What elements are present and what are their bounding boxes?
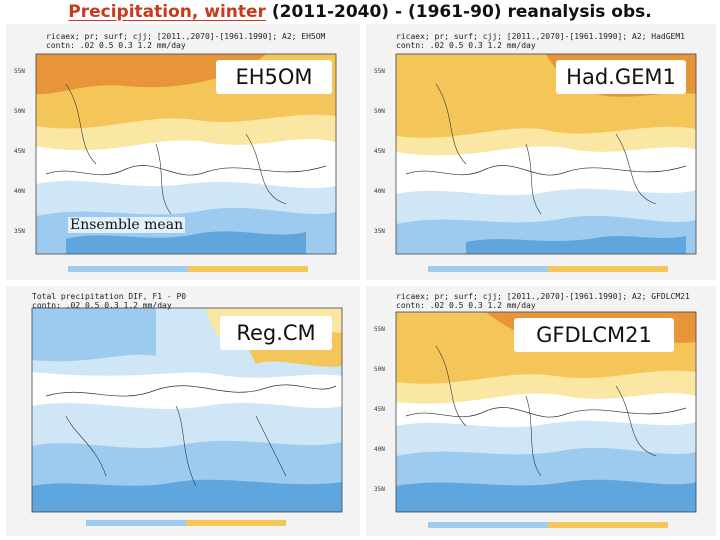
map-panel-eh5om: ricaex; pr; surf; cjj; [2011.,2070]-[196… — [6, 24, 360, 280]
lat-label: 45N — [374, 406, 385, 413]
model-label-gfdlcm21: GFDLCM21 — [514, 318, 674, 352]
lat-label: 45N — [374, 148, 385, 155]
lat-label: 35N — [374, 486, 385, 493]
title-lead: Precipitation, winter — [68, 2, 266, 22]
lat-label: 50N — [14, 108, 25, 115]
lat-label: 35N — [374, 228, 385, 235]
panel-header-regcm: Total precipitation DIF, F1 - P0 contn: … — [32, 292, 186, 310]
panel-header-line1: ricaex; pr; surf; cjj; [2011.,2070]-[196… — [46, 32, 326, 41]
panel-header-eh5om: ricaex; pr; surf; cjj; [2011.,2070]-[196… — [46, 32, 325, 50]
panel-header-gfdlcm21: ricaex; pr; surf; cjj; [2011.,2070]-[196… — [396, 292, 690, 310]
lat-label: 55N — [14, 68, 25, 75]
panel-header-line1: ricaex; pr; surf; cjj; [2011.,2070]-[196… — [396, 292, 690, 301]
lat-label: 40N — [14, 188, 25, 195]
model-label-hadgem1: Had.GEM1 — [556, 60, 686, 94]
lat-label: 40N — [374, 446, 385, 453]
model-label-eh5om: EH5OM — [216, 60, 332, 94]
lat-label: 50N — [374, 108, 385, 115]
lat-label: 55N — [374, 326, 385, 333]
lat-label: 55N — [374, 68, 385, 75]
lat-label: 35N — [14, 228, 25, 235]
lat-label: 50N — [374, 366, 385, 373]
lat-label: 45N — [14, 148, 25, 155]
panel-header-line1: ricaex; pr; surf; cjj; [2011.,2070]-[196… — [396, 32, 685, 41]
map-panel-regcm: Total precipitation DIF, F1 - P0 contn: … — [6, 286, 360, 536]
panel-header-line2: contn: .02 0.5 0.3 1.2 mm/day — [32, 301, 172, 310]
map-panel-gfdlcm21: ricaex; pr; surf; cjj; [2011.,2070]-[196… — [366, 286, 716, 536]
page-title: Precipitation, winter (2011-2040) - (196… — [0, 2, 720, 22]
panel-header-hadgem1: ricaex; pr; surf; cjj; [2011.,2070]-[196… — [396, 32, 685, 50]
model-label-regcm: Reg.CM — [220, 316, 332, 350]
panel-header-line1: Total precipitation DIF, F1 - P0 — [32, 292, 187, 301]
panel-header-line2: contn: .02 0.5 0.3 1.2 mm/day — [396, 301, 536, 310]
map-panel-hadgem1: ricaex; pr; surf; cjj; [2011.,2070]-[196… — [366, 24, 716, 280]
lat-label: 40N — [374, 188, 385, 195]
panel-header-line2: contn: .02 0.5 0.3 1.2 mm/day — [46, 41, 186, 50]
title-rest: (2011-2040) - (1961-90) reanalysis obs. — [265, 2, 652, 22]
ensemble-mean-label: Ensemble mean — [68, 217, 186, 233]
panel-header-line2: contn: .02 0.5 0.3 1.2 mm/day — [396, 41, 536, 50]
